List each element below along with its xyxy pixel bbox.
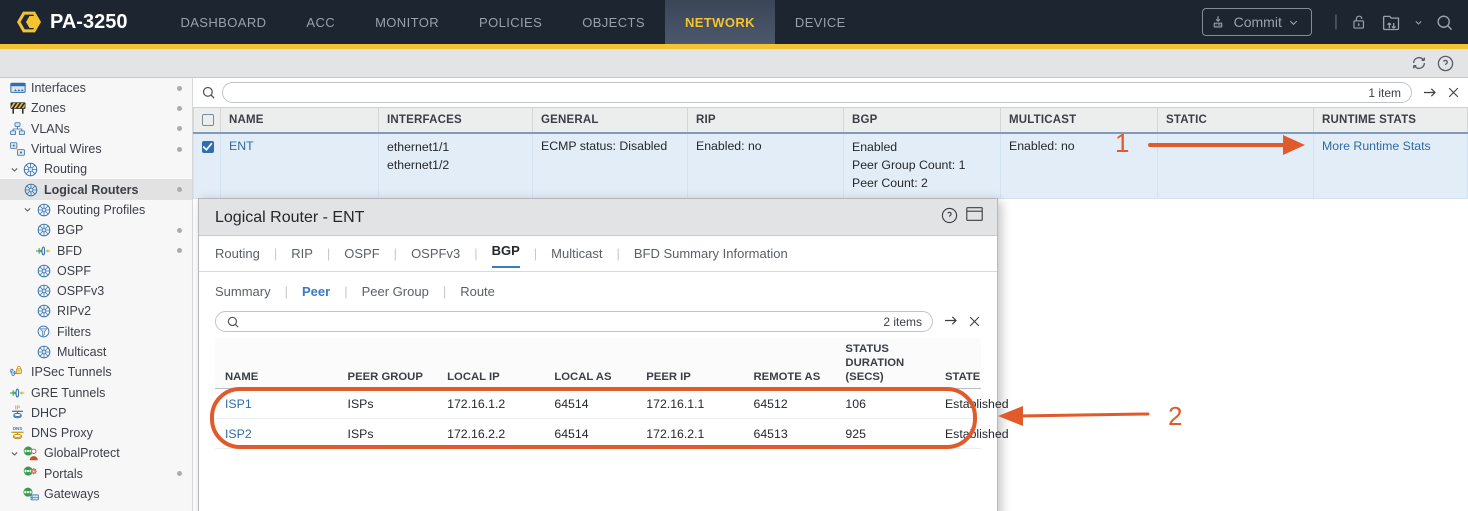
svg-text:DNS: DNS bbox=[13, 426, 22, 431]
svg-text:1: 1 bbox=[1115, 128, 1129, 158]
svg-text:2: 2 bbox=[1168, 401, 1182, 431]
svg-text:IP: IP bbox=[15, 406, 20, 412]
